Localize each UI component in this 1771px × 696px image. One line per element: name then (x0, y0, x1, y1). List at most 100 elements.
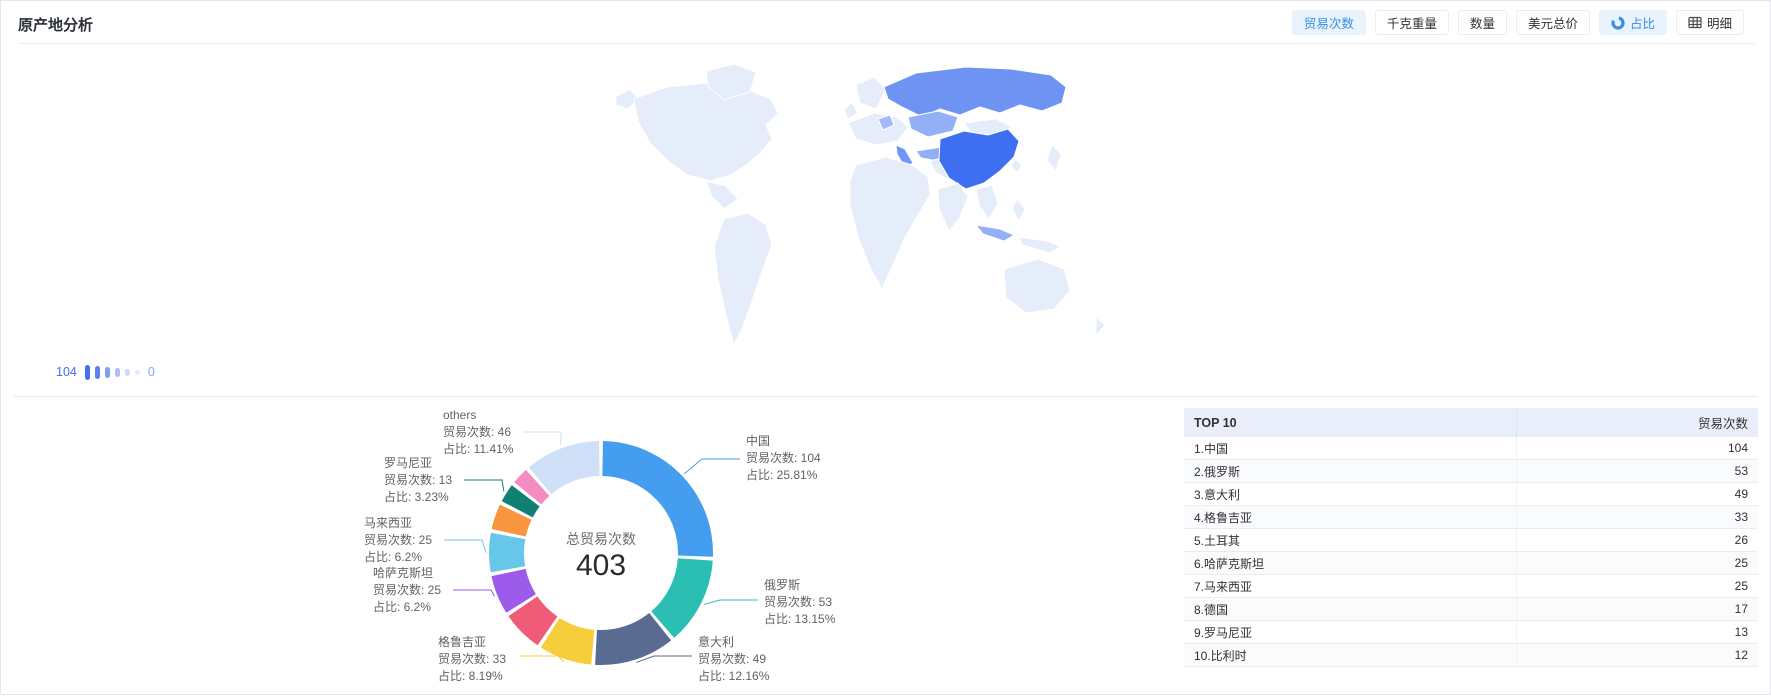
donut-label-line: 占比: 6.2% (373, 600, 432, 614)
map-region-africa[interactable] (849, 156, 931, 290)
table-cell-country: 7.马来西亚 (1194, 579, 1253, 594)
table-cell-country: 9.罗马尼亚 (1194, 625, 1253, 640)
map-region-scandinavia[interactable] (855, 76, 887, 110)
map-region-japan[interactable] (1046, 144, 1062, 172)
table-cell-country: 3.意大利 (1194, 487, 1241, 502)
map-region-greenland[interactable] (705, 63, 757, 101)
map-region-china[interactable] (938, 128, 1020, 190)
donut-label-line: 占比: 11.41% (443, 442, 514, 456)
donut-segment-9[interactable] (501, 485, 540, 518)
world-map-svg (615, 63, 1106, 346)
table-body: 1.中国 104 2.俄罗斯 53 3.意大利 49 4.格鲁吉亚 33 5.土耳其 26 6.哈萨… (1184, 437, 1758, 667)
table-row: 6.哈萨克斯坦 25 (1184, 552, 1758, 575)
donut-label-line: 意大利 (698, 635, 735, 649)
donut-label-line: 格鲁吉亚 (438, 635, 487, 649)
table-cell-value: 17 (1516, 598, 1758, 620)
legend-bar (84, 364, 90, 380)
donut-label-line: 罗马尼亚 (384, 456, 433, 470)
map-region-australia[interactable] (1003, 258, 1071, 314)
table-row: 9.罗马尼亚 13 (1184, 621, 1758, 644)
header-divider (18, 43, 1755, 44)
donut-label-line: others (443, 408, 477, 422)
table-cell-value: 25 (1516, 575, 1758, 597)
donut-segment-6[interactable] (491, 568, 536, 613)
legend-bar (114, 367, 120, 377)
donut-label-leader-line (703, 599, 758, 605)
donut-label: 格鲁吉亚 贸易次数: 33 占比: 8.19% (438, 634, 506, 685)
map-region-canada-usa[interactable] (633, 82, 779, 182)
donut-segment-10[interactable] (514, 469, 550, 505)
toolbar: 贸易次数 千克重量 数量 美元总价 占比 明细 (1291, 10, 1744, 35)
map-region-indonesia[interactable] (1017, 236, 1062, 254)
donut-label-line: 贸易次数: 13 (384, 473, 453, 487)
donut-label: 俄罗斯 贸易次数: 53 占比: 13.15% (764, 577, 835, 628)
donut-segment-4[interactable] (540, 617, 595, 665)
table-cell-country: 8.德国 (1194, 602, 1229, 617)
donut-center-label: 总贸易次数 (566, 531, 636, 547)
toolbar-button-label: 占比 (1629, 17, 1655, 31)
map-region-malaysia[interactable] (975, 224, 1015, 242)
map-region-germany[interactable] (877, 114, 895, 131)
map-region-kazakhstan[interactable] (907, 110, 959, 138)
donut-label-leader-line (520, 655, 565, 663)
donut-segment-8[interactable] (491, 504, 532, 537)
donut-label-line: 占比: 12.16% (698, 669, 770, 683)
table-cell-country: 2.俄罗斯 (1194, 464, 1241, 479)
donut-label-leader-line (636, 655, 692, 663)
toolbar-view-button[interactable]: 占比 (1598, 10, 1667, 35)
donut-label-line: 贸易次数: 53 (764, 595, 833, 609)
toolbar-metric-button[interactable]: 贸易次数 (1291, 10, 1366, 35)
toolbar-button-label: 千克重量 (1386, 17, 1437, 31)
donut-segment-7[interactable] (489, 532, 526, 573)
map-region-russia[interactable] (883, 66, 1067, 118)
table-cell-country: 4.格鲁吉亚 (1194, 510, 1253, 525)
donut-segment-1[interactable] (602, 441, 713, 557)
table-row: 1.中国 104 (1184, 437, 1758, 460)
donut-label: 马来西亚 贸易次数: 25 占比: 6.2% (364, 515, 432, 566)
table-header: TOP 10 贸易次数 (1184, 408, 1758, 437)
donut-label-line: 占比: 6.2% (364, 550, 423, 564)
donut-svg (444, 431, 758, 665)
map-region-se-asia[interactable] (975, 184, 999, 220)
donut-label-line: 中国 (746, 434, 771, 448)
donut-label-line: 占比: 25.81% (746, 468, 818, 482)
choropleth-legend: 104 0 (56, 359, 155, 385)
donut-segment-3[interactable] (595, 613, 672, 665)
world-map-chart (556, 59, 1176, 359)
donut-chart-icon (1611, 15, 1625, 30)
map-region-new-zealand[interactable] (1095, 316, 1106, 336)
map-region-europe[interactable] (847, 112, 909, 146)
donut-label-leader-line (453, 589, 495, 597)
map-region-south-america[interactable] (713, 212, 773, 346)
table-header-title: TOP 10 (1194, 415, 1237, 430)
map-region-mexico[interactable] (705, 180, 739, 210)
table-cell-value: 26 (1516, 529, 1758, 551)
donut-label-line: 占比: 3.23% (384, 490, 449, 504)
page-title: 原产地分析 (18, 17, 94, 34)
donut-segment-11[interactable] (528, 441, 600, 495)
donut-label-line: 贸易次数: 25 (364, 533, 433, 547)
donut-label: 哈萨克斯坦 贸易次数: 25 占比: 6.2% (373, 565, 441, 616)
toolbar-metric-button[interactable]: 千克重量 (1374, 10, 1449, 35)
toolbar-view-button[interactable]: 明细 (1675, 10, 1744, 35)
legend-bar (124, 368, 130, 376)
table-row: 8.德国 17 (1184, 598, 1758, 621)
toolbar-metric-button[interactable]: 数量 (1457, 10, 1507, 35)
map-region-korea[interactable] (1010, 158, 1023, 174)
donut-label-leader-line (464, 479, 505, 492)
map-region-philippines[interactable] (1011, 198, 1026, 222)
map-region-india[interactable] (937, 182, 969, 232)
map-region-alaska[interactable] (615, 88, 639, 110)
legend-bar (104, 366, 110, 378)
toolbar-metric-button[interactable]: 美元总价 (1515, 10, 1590, 35)
donut-label-line: 贸易次数: 49 (698, 652, 767, 666)
map-region-uk[interactable] (843, 102, 859, 120)
table-row: 7.马来西亚 25 (1184, 575, 1758, 598)
toolbar-button-label: 数量 (1469, 17, 1495, 31)
donut-label-line: 占比: 13.15% (764, 612, 836, 626)
top10-table: TOP 10 贸易次数 1.中国 104 2.俄罗斯 53 3.意大利 49 4.格鲁吉亚 3… (1184, 408, 1758, 667)
donut-label-line: 占比: 8.19% (438, 669, 503, 683)
donut-segment-5[interactable] (508, 596, 558, 646)
donut-segment-2[interactable] (651, 558, 713, 638)
